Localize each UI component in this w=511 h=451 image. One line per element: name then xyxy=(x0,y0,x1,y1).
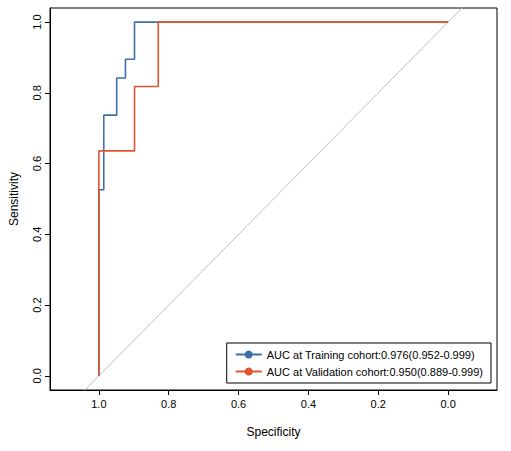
svg-text:Sensitivity: Sensitivity xyxy=(7,172,21,226)
svg-text:0.6: 0.6 xyxy=(31,156,43,171)
svg-text:0.8: 0.8 xyxy=(31,85,43,100)
svg-text:1.0: 1.0 xyxy=(91,398,106,410)
svg-text:0.2: 0.2 xyxy=(31,297,43,312)
svg-text:0.4: 0.4 xyxy=(31,227,43,242)
svg-text:AUC at Validation cohort:0.950: AUC at Validation cohort:0.950(0.889-0.9… xyxy=(267,366,483,378)
svg-text:0.8: 0.8 xyxy=(161,398,176,410)
svg-text:AUC at Training cohort:0.976(0: AUC at Training cohort:0.976(0.952-0.999… xyxy=(267,349,475,361)
svg-text:0.6: 0.6 xyxy=(231,398,246,410)
svg-text:0.4: 0.4 xyxy=(301,398,316,410)
svg-text:0.2: 0.2 xyxy=(371,398,386,410)
svg-text:0.0: 0.0 xyxy=(440,398,455,410)
svg-text:0.0: 0.0 xyxy=(31,368,43,383)
svg-text:Specificity: Specificity xyxy=(246,425,300,439)
svg-text:1.0: 1.0 xyxy=(31,14,43,29)
